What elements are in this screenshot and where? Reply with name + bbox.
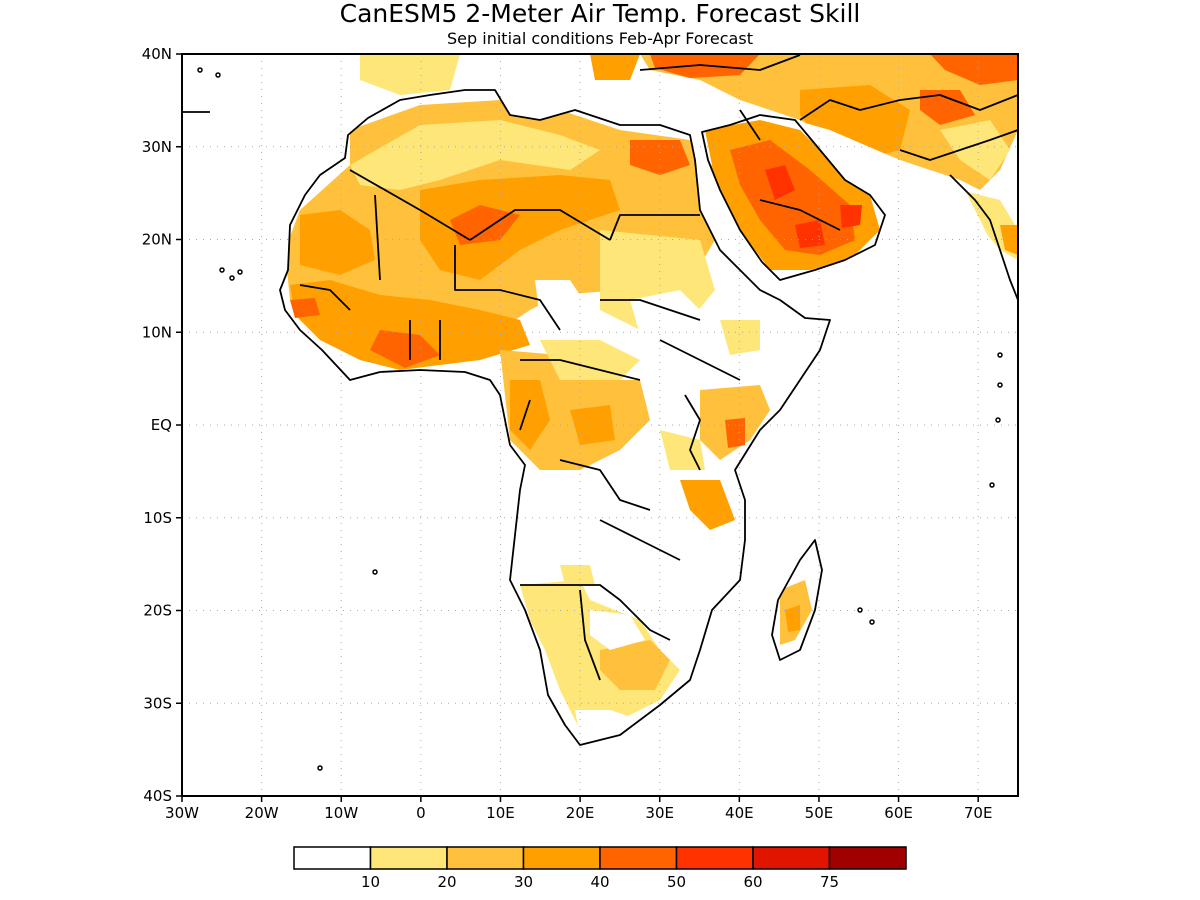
lon-tick-label: 30W — [165, 804, 199, 822]
lon-axis-labels: 30W 20W 10W 0 10E 20E 30E 40E 50E 60E 70E — [165, 796, 992, 822]
skill-region — [420, 175, 620, 280]
colorbar-swatch — [599, 846, 678, 870]
skill-region — [940, 120, 1010, 180]
lon-tick-label: 10W — [324, 804, 358, 822]
skill-region — [720, 320, 760, 355]
lat-tick-label: 40S — [143, 787, 172, 805]
skill-region — [600, 640, 670, 690]
colorbar-swatch — [522, 846, 601, 870]
lon-tick-label: 60E — [884, 804, 913, 822]
colorbar-swatch — [675, 846, 754, 870]
colorbar: 10 20 30 40 50 60 75 — [293, 846, 907, 891]
map-panel — [181, 53, 1019, 797]
map-gridlines — [182, 54, 1018, 796]
colorbar-swatch — [369, 846, 448, 870]
skill-region — [930, 54, 1018, 85]
colorbar-label: 75 — [820, 873, 839, 891]
colorbar-label: 20 — [437, 873, 456, 891]
lat-tick-label: 30N — [142, 138, 172, 156]
lon-tick-label: 30E — [645, 804, 674, 822]
lon-tick-label: 20E — [566, 804, 595, 822]
skill-region — [290, 298, 320, 318]
skill-region — [360, 54, 460, 95]
map-title: CanESM5 2-Meter Air Temp. Forecast Skill — [340, 0, 861, 28]
lon-tick-label: 0 — [416, 804, 426, 822]
skill-region — [840, 205, 862, 228]
skill-region — [570, 405, 615, 445]
skill-region — [575, 710, 640, 740]
colorbar-label: 10 — [361, 873, 380, 891]
lon-tick-label: 70E — [964, 804, 993, 822]
lat-axis-labels: 40N 30N 20N 10N EQ 10S 20S 30S 40S — [142, 45, 182, 805]
colorbar-label: 60 — [743, 873, 762, 891]
skill-region — [560, 565, 595, 585]
map-subtitle: Sep initial conditions Feb-Apr Forecast — [447, 29, 753, 48]
lon-tick-label: 20W — [245, 804, 279, 822]
lat-tick-label: 40N — [142, 45, 172, 63]
islands — [197, 67, 1003, 771]
colorbar-label: 40 — [590, 873, 609, 891]
colorbar-swatch — [752, 846, 831, 870]
lat-tick-label: 30S — [143, 694, 172, 712]
lat-tick-label: 10N — [142, 323, 172, 341]
skill-region — [510, 380, 550, 450]
skill-region — [730, 140, 855, 255]
skill-region — [450, 205, 520, 245]
skill-region — [540, 340, 640, 380]
colorbar-swatch — [446, 846, 525, 870]
coastlines-and-borders — [182, 54, 1018, 746]
skill-region — [725, 418, 745, 448]
colorbar-swatch — [828, 846, 907, 870]
skill-region — [590, 54, 640, 80]
colorbar-swatch — [293, 846, 372, 870]
skill-region — [300, 210, 375, 275]
colorbar-label: 50 — [667, 873, 686, 891]
colorbar-label: 30 — [514, 873, 533, 891]
skill-region — [795, 220, 825, 248]
lat-tick-label: 20N — [142, 231, 172, 249]
skill-region — [535, 280, 590, 330]
skill-region — [1000, 225, 1018, 255]
skill-region — [920, 90, 975, 125]
lat-tick-label: 10S — [143, 509, 172, 527]
skill-region — [785, 605, 800, 632]
lon-tick-label: 10E — [486, 804, 515, 822]
skill-region — [630, 140, 690, 175]
lat-tick-label: 20S — [143, 602, 172, 620]
skill-region — [350, 120, 600, 190]
skill-region — [590, 610, 645, 650]
lat-tick-label: EQ — [151, 416, 172, 434]
skill-region — [370, 330, 440, 368]
lon-tick-label: 40E — [725, 804, 754, 822]
skill-region — [765, 165, 795, 200]
lon-tick-label: 50E — [805, 804, 834, 822]
